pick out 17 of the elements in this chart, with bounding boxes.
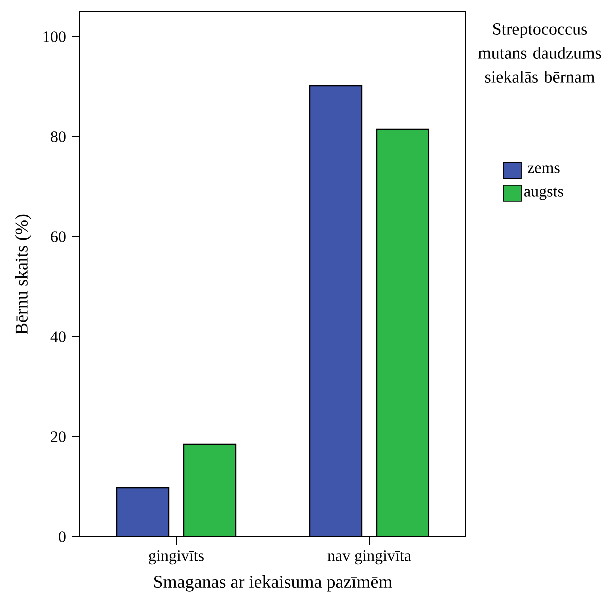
y-tick-label: 0: [59, 532, 66, 542]
y-tick-label: 80: [51, 132, 66, 142]
x-tick-label: gingivīts: [149, 550, 204, 565]
x-tick-label: nav gingivīta: [328, 550, 412, 565]
y-tick-label: 60: [51, 232, 66, 242]
legend-label: augsts: [524, 188, 564, 200]
bar: [183, 444, 237, 537]
y-tick-label: 20: [51, 432, 66, 442]
legend-label: zems: [528, 166, 560, 174]
x-axis-title: Smaganas ar iekaisuma pazīmēm: [154, 575, 392, 592]
bar: [116, 487, 170, 537]
bar: [376, 128, 430, 537]
y-tick-label: 100: [44, 32, 66, 42]
y-axis-title: Bērnu skaits (%): [15, 214, 32, 334]
legend-title: Streptococcus mutans daudzums siekalās bērnam: [478, 24, 602, 83]
bar: [309, 85, 363, 537]
y-tick-label: 40: [50, 332, 66, 342]
